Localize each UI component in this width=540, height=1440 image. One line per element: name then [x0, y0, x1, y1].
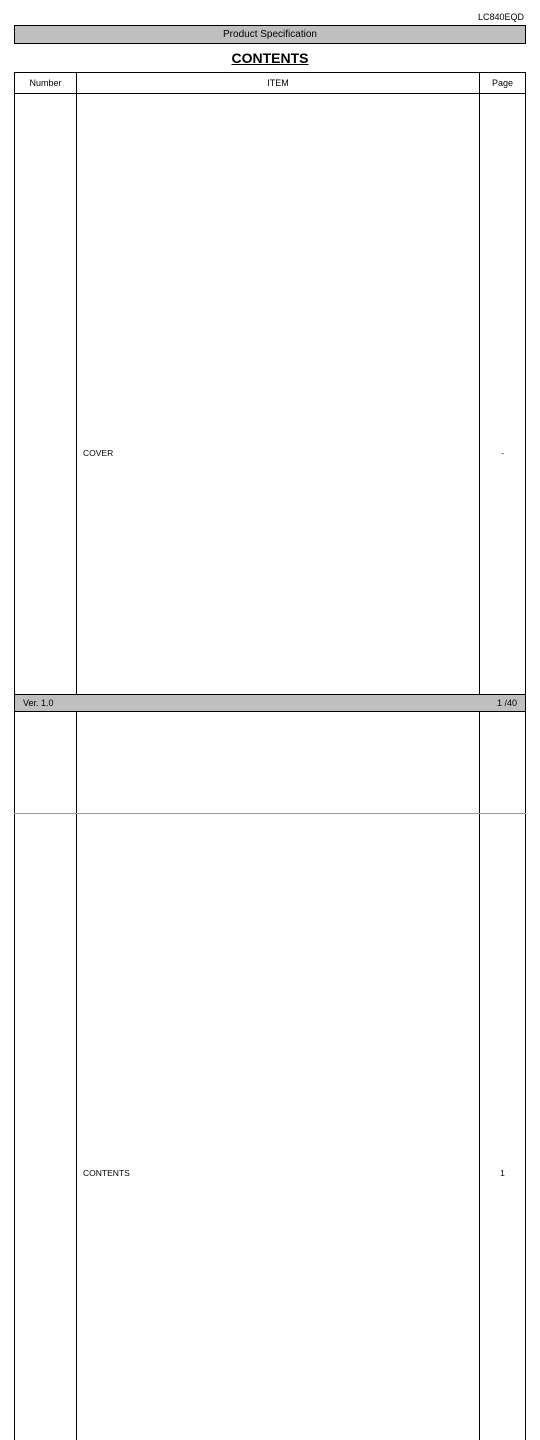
cell-page: 1	[480, 814, 526, 1440]
toc-header-row: Number ITEM Page	[15, 73, 526, 94]
footer-version: Ver. 1.0	[23, 698, 54, 708]
cell-item: CONTENTS	[77, 814, 480, 1440]
col-number: Number	[15, 73, 77, 94]
toc-table: Number ITEM Page COVER-CONTENTS1RECORD O…	[14, 72, 526, 1440]
contents-title: CONTENTS	[14, 50, 526, 66]
spec-bar: Product Specification	[14, 25, 526, 44]
cell-number	[15, 814, 77, 1440]
footer-bar: Ver. 1.0 1 /40	[14, 694, 526, 712]
document-id: LC840EQD	[14, 12, 526, 22]
col-item: ITEM	[77, 73, 480, 94]
table-row: CONTENTS1	[15, 814, 526, 1440]
page: LC840EQD Product Specification CONTENTS …	[0, 0, 540, 720]
col-page: Page	[480, 73, 526, 94]
footer-page: 1 /40	[497, 698, 517, 708]
